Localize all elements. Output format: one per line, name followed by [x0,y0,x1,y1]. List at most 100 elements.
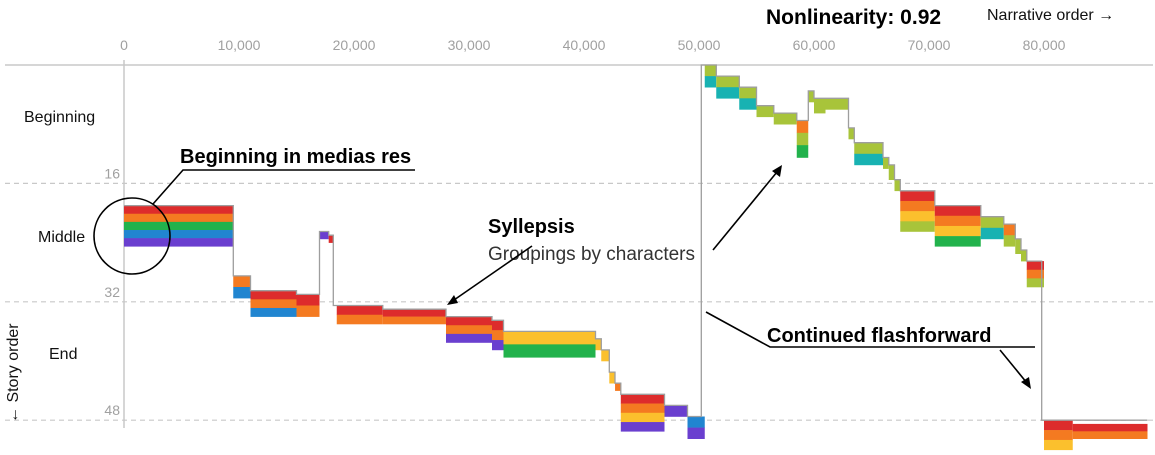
character-block-red [492,320,504,331]
section-label-beginning: Beginning [24,109,95,126]
character-block-red [328,235,334,243]
character-block-purple [446,333,492,343]
character-block-orange [250,299,297,309]
section-label-end: End [49,346,77,363]
character-block-red [900,190,935,202]
character-block-orange [615,383,621,391]
y-tick-label: 48 [104,402,120,418]
character-block-lime [808,90,814,103]
x-tick-label: 10,000 [218,37,261,53]
annotation-medias-res: Beginning in medias res [93,146,415,275]
medias-res-label: Beginning in medias res [180,146,411,168]
y-axis-title: ← Story order [5,323,22,423]
character-block-purple [687,427,705,439]
y-tick-label: 16 [104,165,120,181]
character-block-orange [492,330,504,341]
character-block-yellow [503,331,596,345]
x-tick-label: 60,000 [793,37,836,53]
character-block-green [503,344,596,358]
character-block-red [296,294,320,306]
nonlinearity-metric: Nonlinearity: 0.92 [766,6,941,29]
character-block-yellow [595,338,602,351]
character-block-red [620,394,665,404]
character-block-lime [1026,278,1044,288]
syllepsis-arrowhead-right [772,165,782,177]
character-block-purple [492,340,504,351]
character-block-red [124,205,234,215]
character-block-lime [854,142,883,155]
character-block-lime [716,76,740,88]
flashforward-arrowhead [1021,377,1031,389]
character-block-yellow [601,349,610,362]
character-block-teal [854,153,883,166]
character-block-blue [124,230,234,239]
character-block-lime [825,98,849,110]
character-block-orange [446,325,492,335]
character-block-green [796,145,809,158]
character-block-yellow [620,412,665,423]
character-block-blue [250,307,297,317]
character-block-red [1026,261,1044,271]
y-tick-label: 32 [104,284,120,300]
character-block-teal [716,87,740,99]
character-block-purple [319,231,329,240]
character-block-lime [704,65,717,77]
character-block-blue [687,416,705,428]
character-block-teal [704,76,717,88]
character-block-orange [336,314,383,325]
character-block-lime [848,127,855,140]
x-tick-label: 80,000 [1023,37,1066,53]
syllepsis-arrow-left [453,245,533,301]
character-block-purple [124,238,234,247]
character-block-red [250,290,297,300]
flashforward-label: Continued flashforward [767,325,991,347]
character-block-orange [124,213,234,223]
character-block-orange [1026,269,1044,279]
character-block-lime [888,164,895,180]
character-block-blue [233,287,251,299]
character-block-red [336,305,383,316]
character-block-purple [664,405,688,417]
section-label-middle: Middle [38,229,85,246]
character-block-red [1072,423,1148,432]
x-tick-label: 20,000 [333,37,376,53]
character-block-green [124,221,234,231]
character-block-yellow [900,211,935,222]
character-block-teal [739,98,757,110]
character-block-red [934,205,981,217]
syllepsis-arrowhead-left [447,295,458,305]
character-block-lime [980,216,1004,229]
x-tick-label: 0 [120,37,128,53]
character-block-orange [1044,430,1073,441]
x-tick-labels: 0 10,000 20,000 30,000 40,000 50,000 60,000 70,… [120,37,1066,53]
character-block-yellow [934,225,981,237]
character-block-orange [1003,224,1016,236]
character-block-lime [900,221,935,232]
character-block-orange [796,120,809,134]
character-block-purple [620,422,665,432]
character-block-orange [296,305,320,317]
x-tick-label: 70,000 [908,37,951,53]
medias-res-circle [93,197,171,275]
character-block-red [446,316,492,326]
character-block-lime [814,98,826,114]
character-block-red [382,309,446,317]
character-block-orange [934,215,981,227]
flashforward-arrow [999,349,1028,384]
character-block-lime [773,113,797,125]
character-block-green [934,236,981,247]
syllepsis-arrow-right [712,171,778,251]
x-axis-title: Narrative order → [987,7,1114,24]
character-block-orange [1072,431,1148,439]
character-block-lime [756,105,774,118]
story-path-line [124,64,1148,421]
character-block-red [1044,420,1073,431]
x-tick-label: 50,000 [678,37,721,53]
y-tick-labels: 16 32 48 [104,165,120,418]
character-block-teal [980,227,1004,240]
character-block-lime [739,87,757,99]
syllepsis-subtitle: Groupings by characters [488,244,695,265]
x-tick-label: 40,000 [563,37,606,53]
character-block-lime [883,157,889,169]
